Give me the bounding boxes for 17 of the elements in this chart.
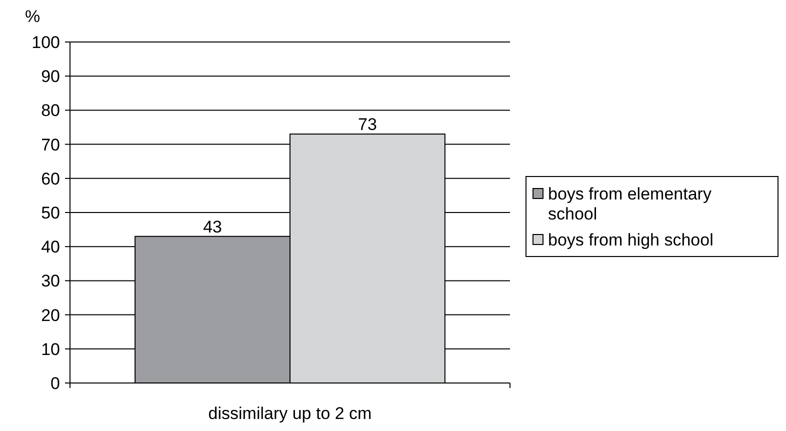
y-tick-label: 30 (41, 272, 60, 291)
y-tick-label: 80 (41, 101, 60, 120)
y-tick-label: 70 (41, 135, 60, 154)
y-axis-title: % (25, 7, 40, 26)
y-tick-label: 90 (41, 67, 60, 86)
x-tick-label: dissimilary up to 2 cm (208, 404, 372, 423)
legend-label: boys from elementary school (548, 184, 712, 224)
y-tick-label: 50 (41, 204, 60, 222)
y-tick-label: 10 (41, 340, 60, 359)
data-label: 43 (203, 217, 222, 236)
y-tick-label: 40 (41, 238, 60, 257)
y-tick-label: 100 (32, 33, 60, 52)
y-tick-label: 60 (41, 169, 60, 188)
y-tick-label: 0 (50, 374, 60, 393)
legend-label: boys from high school (548, 230, 714, 250)
data-label: 73 (358, 115, 377, 134)
y-tick-label: 20 (41, 306, 60, 325)
